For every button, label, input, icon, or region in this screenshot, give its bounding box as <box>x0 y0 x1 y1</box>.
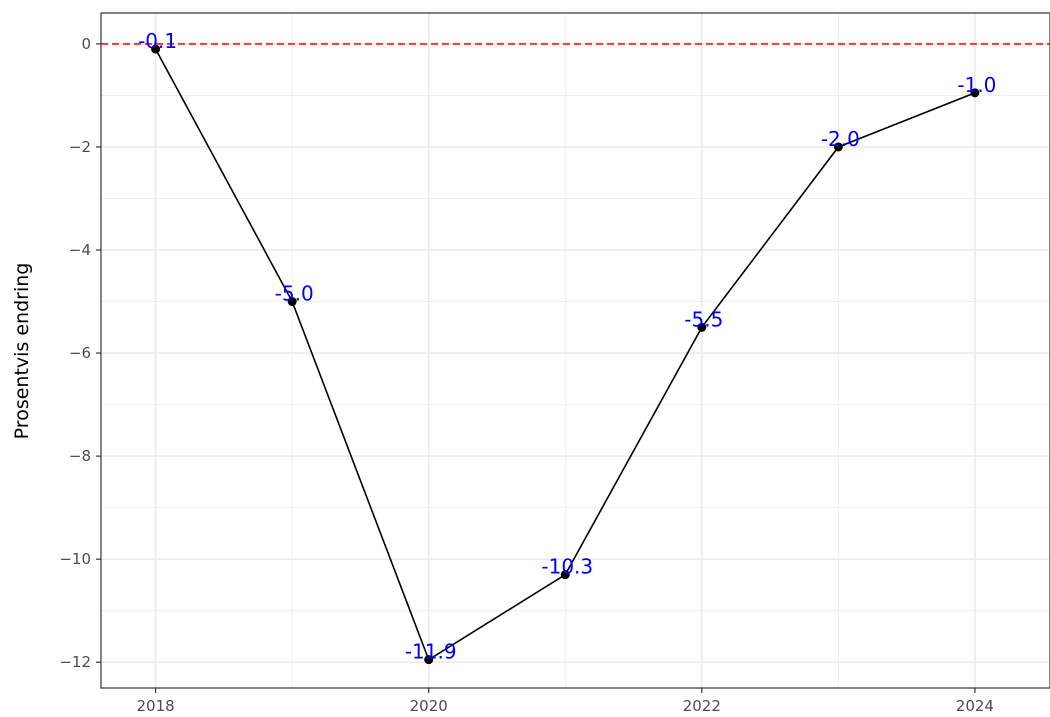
y-tick-label: −4 <box>69 241 91 259</box>
x-tick-label: 2018 <box>137 697 175 715</box>
plot-panel-border <box>100 12 1050 689</box>
data-point <box>697 322 707 332</box>
x-tick-label: 2022 <box>683 697 721 715</box>
y-tick-label: −8 <box>69 447 91 465</box>
data-label: -5.0 <box>275 282 314 306</box>
y-tick-label: −10 <box>59 550 91 568</box>
x-tick-label: 2020 <box>410 697 448 715</box>
data-point <box>833 142 843 152</box>
series-group <box>151 44 980 665</box>
data-label: -10.3 <box>541 555 593 579</box>
data-label: -0.1 <box>138 29 177 53</box>
y-axis: 0 −2 −4 −6 −8 −10 −12 <box>59 35 101 671</box>
data-label: -5.5 <box>684 307 723 331</box>
x-axis: 2018 2020 2022 2024 <box>137 688 994 715</box>
data-point <box>970 88 980 98</box>
gridlines <box>101 13 1050 688</box>
y-tick-label: −6 <box>69 344 91 362</box>
data-label: -2.0 <box>821 127 860 151</box>
y-tick-label: −2 <box>69 138 91 156</box>
data-point <box>151 44 161 54</box>
data-point <box>560 570 570 580</box>
data-label: -1.0 <box>957 73 996 97</box>
x-tick-label: 2024 <box>956 697 994 715</box>
data-point <box>424 655 434 665</box>
y-tick-label: 0 <box>81 35 91 53</box>
y-tick-label: −12 <box>59 653 91 671</box>
data-point <box>287 297 297 307</box>
data-label: -11.9 <box>405 640 457 664</box>
data-labels-group: -0.1 -5.0 -11.9 -10.3 -5.5 -2.0 -1.0 <box>138 29 996 664</box>
y-axis-title: Prosentvis endring <box>11 263 33 440</box>
